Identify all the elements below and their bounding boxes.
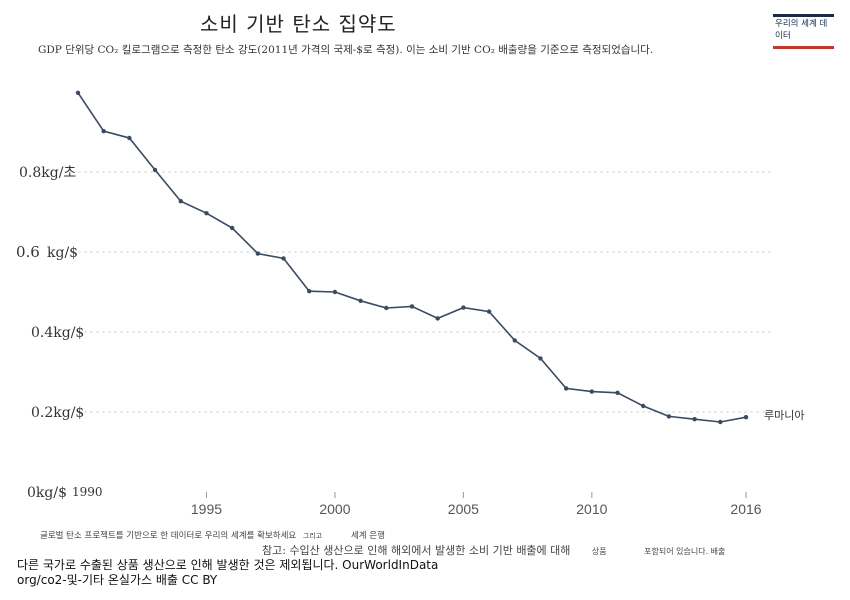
data-point <box>692 417 697 422</box>
data-point <box>718 419 723 425</box>
data-point <box>358 298 363 303</box>
data-point <box>101 129 106 134</box>
x-tick-label: 2016 <box>730 501 761 517</box>
data-point <box>589 389 595 394</box>
series-line <box>77 92 747 423</box>
chart-title: 소비 기반 탄소 집약도 <box>200 12 397 36</box>
data-point <box>152 167 158 173</box>
footer-note-continued: 다른 국가로 수출된 상품 생산으로 인해 발생한 것은 제외됩니다. OurW… <box>17 558 439 572</box>
footer-note-goods: 상품 <box>591 547 607 556</box>
data-point <box>384 305 389 311</box>
x-tick-label: 2000 <box>319 501 350 517</box>
footer-source-worldbank: 세계 은행 <box>350 531 385 541</box>
footer-note-text: 참고: 수입산 생산으로 인해 해외에서 발생한 소비 기반 배출에 대해 <box>262 544 571 557</box>
x-tick-label: 2010 <box>576 501 607 517</box>
data-point <box>666 414 672 419</box>
data-point <box>281 256 286 261</box>
data-point <box>75 90 81 96</box>
data-point <box>641 403 646 409</box>
data-point <box>255 251 261 256</box>
y-tick-label: 0.8kg/초 <box>19 165 76 181</box>
data-point <box>435 316 440 321</box>
footer-source-and: 그리고 <box>302 532 323 540</box>
logo-bottom-bar <box>773 46 834 49</box>
y-tick-label: 0.4kg/$ <box>31 325 84 341</box>
data-point <box>563 386 569 391</box>
data-point <box>229 225 235 231</box>
x-tick-label: 1990 <box>72 485 103 499</box>
footer-note-included: 포함되어 있습니다. 배출 <box>644 547 726 556</box>
logo-top-bar <box>773 14 834 17</box>
owid-logo[interactable]: 우리의 세계 데이터 <box>773 14 834 49</box>
footer-license: org/co2-및-기타 온실가스 배출 CC BY <box>17 573 218 587</box>
footer-note: 참고: 수입산 생산으로 인해 해외에서 발생한 소비 기반 배출에 대해 상품… <box>262 542 725 558</box>
data-point <box>204 211 209 216</box>
logo-text: 우리의 세계 데이터 <box>775 19 828 41</box>
y-tick-label: kg/$ <box>47 245 78 261</box>
data-point <box>127 135 132 141</box>
y-tick-label: 0kg/$ <box>27 485 67 501</box>
x-tick-label: 1995 <box>191 501 222 517</box>
footer-source-text: 글로벌 탄소 프로젝트를 기반으로 한 데이터로 우리의 세계를 확보하세요 <box>40 531 297 541</box>
data-point <box>743 415 749 420</box>
data-point <box>178 199 183 204</box>
y-tick-label: 0.2kg/$ <box>31 405 84 421</box>
data-point <box>307 289 312 294</box>
series-label: 루마니아 <box>764 409 804 422</box>
data-point <box>538 356 543 361</box>
data-point <box>332 289 338 295</box>
data-point <box>615 390 620 395</box>
data-point <box>512 338 517 343</box>
chart-subtitle: GDP 단위당 CO₂ 킬로그램으로 측정한 탄소 강도(2011년 가격의 국… <box>38 44 654 56</box>
y-tick-label: 0.6 <box>16 243 40 261</box>
x-tick-label: 2005 <box>448 501 479 517</box>
data-point <box>409 304 415 309</box>
data-point <box>461 305 466 310</box>
footer-source: 글로벌 탄소 프로젝트를 기반으로 한 데이터로 우리의 세계를 확보하세요 그… <box>40 529 385 541</box>
data-point <box>486 309 492 314</box>
